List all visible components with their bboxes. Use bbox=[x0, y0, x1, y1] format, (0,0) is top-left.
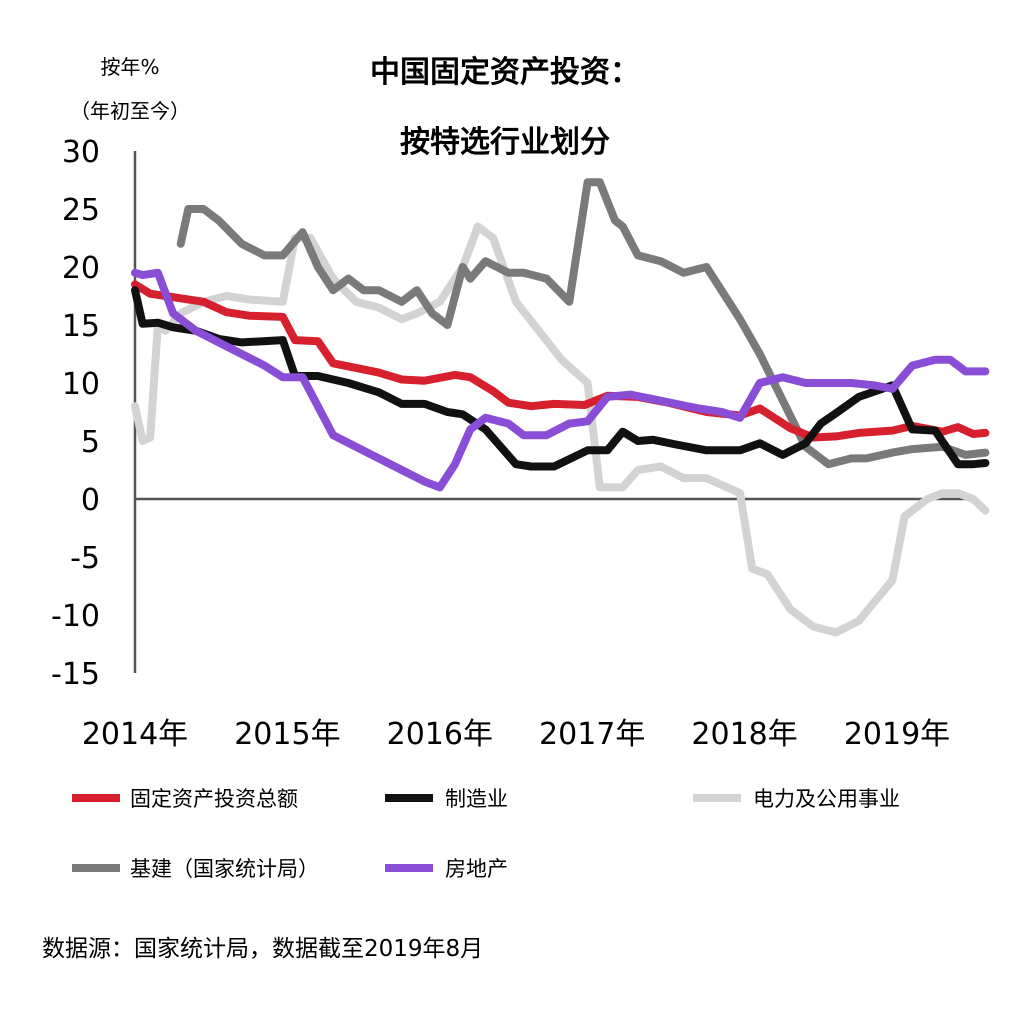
y-tick-label: 20 bbox=[62, 251, 100, 286]
source-note: 数据源：国家统计局，数据截至2019年8月 bbox=[42, 936, 483, 962]
y-tick-label: 0 bbox=[81, 483, 100, 518]
x-tick-label: 2016年 bbox=[387, 717, 493, 752]
legend-label: 固定资产投资总额 bbox=[130, 787, 298, 811]
axes-layer: 30 25 20 15 10 5 0 -5 -10 -15 2014年 2015年 2016年 2017年… bbox=[51, 135, 968, 752]
legend-label: 房地产 bbox=[445, 857, 508, 881]
legend-label: 电力及公用事业 bbox=[753, 787, 900, 811]
y-tick-label: -10 bbox=[51, 599, 100, 634]
series-line bbox=[131, 268, 990, 492]
x-tick-label: 2015年 bbox=[234, 717, 340, 752]
y-tick-label: 30 bbox=[62, 135, 100, 170]
series-line bbox=[131, 286, 990, 471]
chart-title-line2: 按特选行业划分 bbox=[400, 125, 610, 160]
x-tick-label: 2014年 bbox=[82, 717, 188, 752]
legend-label: 制造业 bbox=[445, 787, 508, 811]
x-tick-label: 2017年 bbox=[539, 717, 645, 752]
y-axis-label-line1: 按年% bbox=[100, 55, 159, 79]
x-tick-label: 2018年 bbox=[691, 717, 797, 752]
chart-title-line1: 中国固定资产投资： bbox=[370, 55, 640, 90]
y-axis-label-line2: （年初至今） bbox=[70, 99, 190, 123]
legend-label: 基建（国家统计局） bbox=[130, 857, 319, 881]
y-tick-label: -15 bbox=[51, 657, 100, 692]
y-tick-label: 15 bbox=[62, 309, 100, 344]
series-line bbox=[131, 222, 990, 637]
y-tick-label: -5 bbox=[70, 541, 100, 576]
y-tick-label: 25 bbox=[62, 193, 100, 228]
y-tick-label: 10 bbox=[62, 367, 100, 402]
x-tick-label: 2019年 bbox=[844, 717, 950, 752]
y-tick-label: 5 bbox=[81, 425, 100, 460]
series-layer bbox=[131, 178, 990, 637]
series-line bbox=[131, 280, 990, 442]
series-line bbox=[176, 178, 990, 469]
